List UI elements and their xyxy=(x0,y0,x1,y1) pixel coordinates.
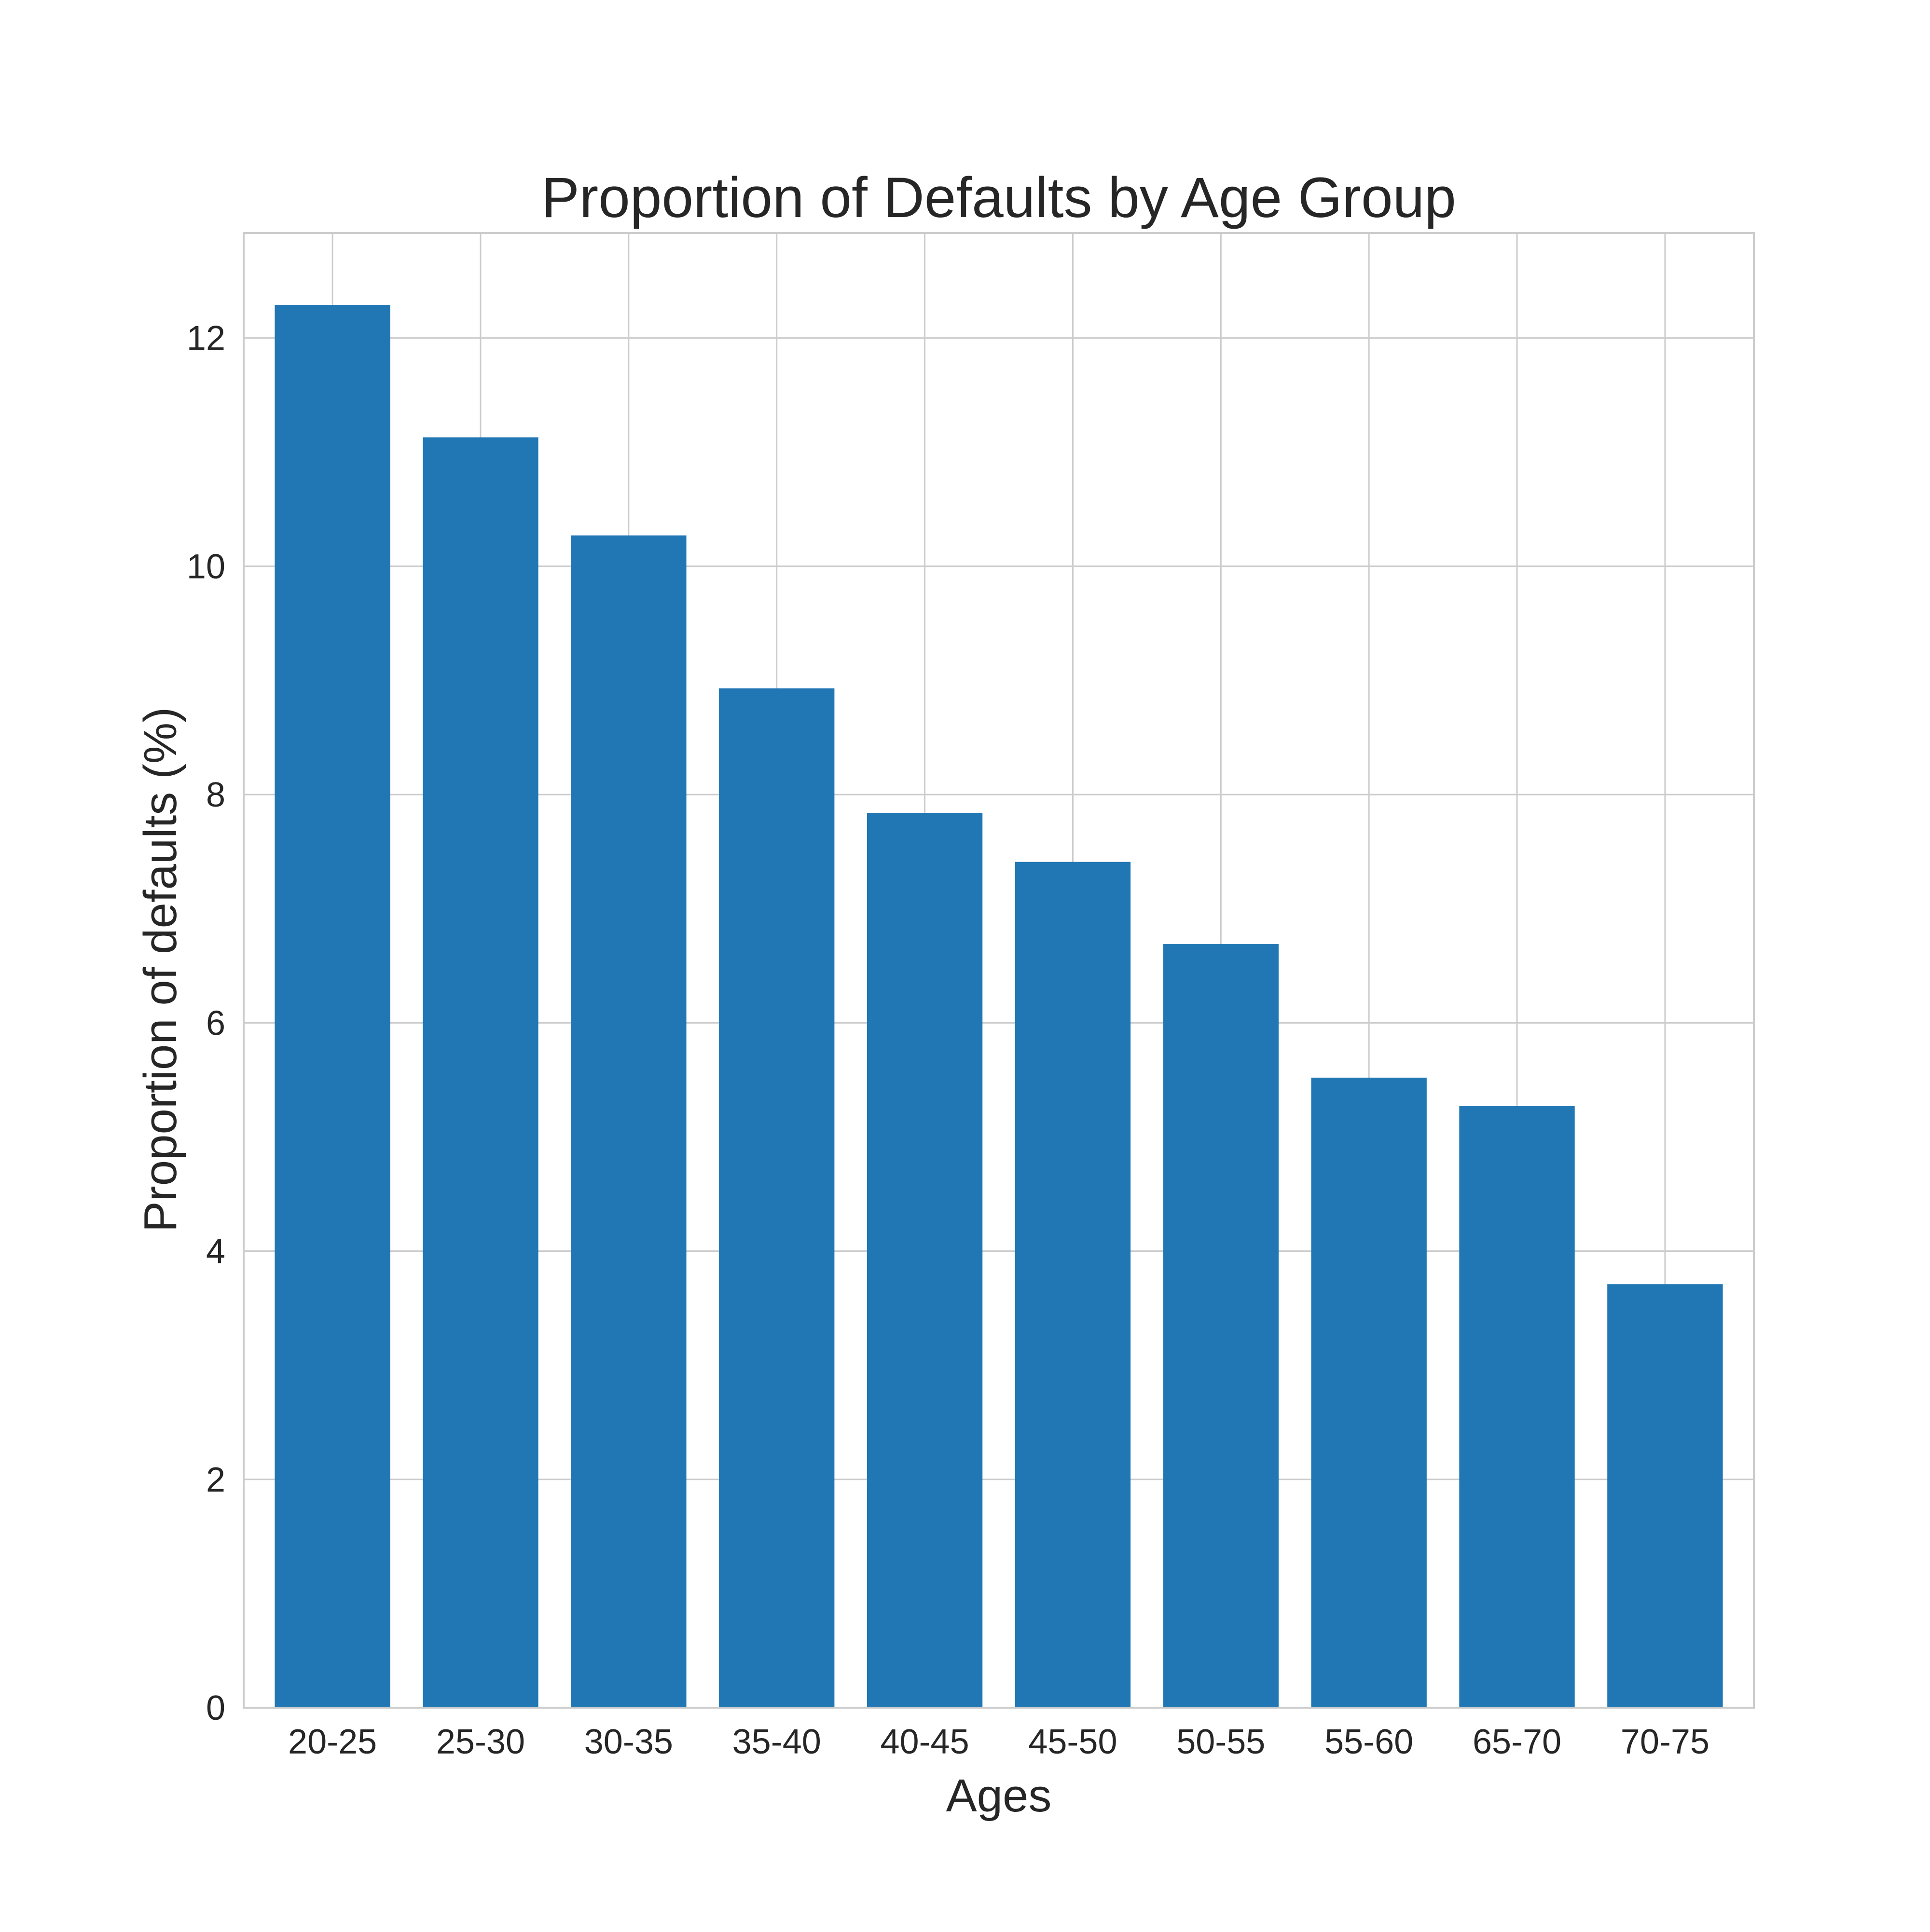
plot-frame xyxy=(243,232,1755,1709)
bar-35-40 xyxy=(719,688,835,1708)
x-tick-label: 25-30 xyxy=(436,1723,525,1761)
y-axis-title: Proportion of defaults (%) xyxy=(135,707,186,1233)
bar-40-45 xyxy=(867,812,983,1708)
y-tick-label: 12 xyxy=(187,319,225,358)
bar-50-55 xyxy=(1163,944,1279,1708)
x-tick-label: 35-40 xyxy=(732,1723,821,1761)
bar-20-25 xyxy=(275,305,390,1708)
bar-30-35 xyxy=(571,535,687,1708)
y-tick-label: 10 xyxy=(187,548,225,586)
y-tick-label: 0 xyxy=(206,1689,225,1727)
bar-70-75 xyxy=(1607,1284,1723,1708)
x-axis-title: Ages xyxy=(946,1770,1052,1822)
y-tick-label: 2 xyxy=(206,1461,225,1499)
x-tick-labels: 20-25 25-30 30-35 35-40 40-45 45-50 50-55 55-60… xyxy=(288,1723,1709,1761)
y-tick-label: 8 xyxy=(206,776,225,814)
x-tick-label: 20-25 xyxy=(288,1723,377,1761)
bar-45-50 xyxy=(1015,862,1131,1708)
x-tick-label: 65-70 xyxy=(1473,1723,1561,1761)
bars xyxy=(275,305,1723,1708)
x-tick-label: 70-75 xyxy=(1621,1723,1709,1761)
bar-65-70 xyxy=(1459,1106,1575,1708)
x-tick-label: 30-35 xyxy=(584,1723,673,1761)
x-tick-label: 45-50 xyxy=(1028,1723,1117,1761)
y-tick-label: 6 xyxy=(206,1004,225,1042)
x-tick-label: 55-60 xyxy=(1324,1723,1413,1761)
bar-55-60 xyxy=(1311,1077,1427,1708)
y-tick-label: 4 xyxy=(206,1233,225,1271)
y-tick-labels: 0 2 4 6 8 10 12 xyxy=(187,319,225,1727)
x-tick-label: 40-45 xyxy=(880,1723,969,1761)
chart-title: Proportion of Defaults by Age Group xyxy=(541,166,1456,230)
x-tick-label: 50-55 xyxy=(1176,1723,1265,1761)
bar-25-30 xyxy=(423,437,538,1708)
